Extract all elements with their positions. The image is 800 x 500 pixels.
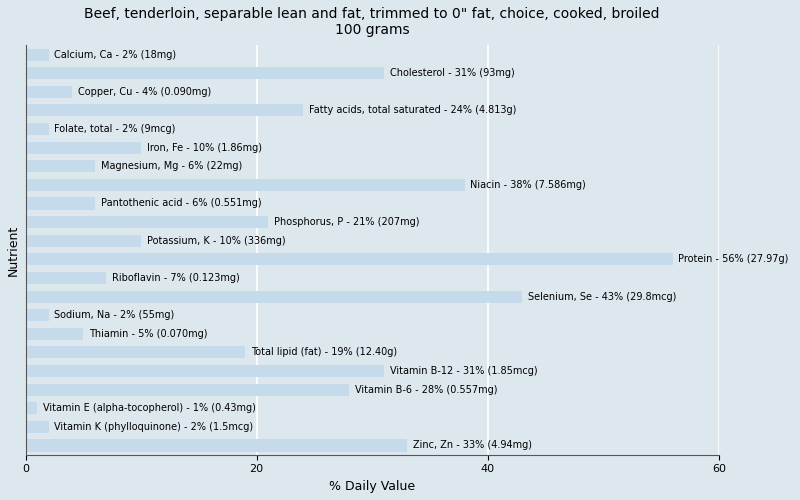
Text: Riboflavin - 7% (0.123mg): Riboflavin - 7% (0.123mg) xyxy=(112,273,240,283)
Text: Vitamin K (phylloquinone) - 2% (1.5mcg): Vitamin K (phylloquinone) - 2% (1.5mcg) xyxy=(54,422,254,432)
Text: Cholesterol - 31% (93mg): Cholesterol - 31% (93mg) xyxy=(390,68,514,78)
Text: Copper, Cu - 4% (0.090mg): Copper, Cu - 4% (0.090mg) xyxy=(78,87,210,97)
Y-axis label: Nutrient: Nutrient xyxy=(7,224,20,276)
Bar xyxy=(26,86,72,98)
Text: Magnesium, Mg - 6% (22mg): Magnesium, Mg - 6% (22mg) xyxy=(101,162,242,172)
Bar xyxy=(26,440,407,452)
Bar xyxy=(26,421,49,433)
Bar xyxy=(26,402,37,414)
Bar xyxy=(26,309,49,321)
Bar xyxy=(26,160,95,172)
X-axis label: % Daily Value: % Daily Value xyxy=(329,480,415,493)
Text: Zinc, Zn - 33% (4.94mg): Zinc, Zn - 33% (4.94mg) xyxy=(413,440,532,450)
Bar xyxy=(26,365,384,377)
Text: Calcium, Ca - 2% (18mg): Calcium, Ca - 2% (18mg) xyxy=(54,50,177,59)
Bar xyxy=(26,179,465,191)
Text: Sodium, Na - 2% (55mg): Sodium, Na - 2% (55mg) xyxy=(54,310,174,320)
Bar xyxy=(26,254,673,266)
Bar xyxy=(26,123,49,135)
Text: Selenium, Se - 43% (29.8mcg): Selenium, Se - 43% (29.8mcg) xyxy=(528,292,677,302)
Text: Vitamin B-12 - 31% (1.85mcg): Vitamin B-12 - 31% (1.85mcg) xyxy=(390,366,537,376)
Bar xyxy=(26,198,95,209)
Text: Thiamin - 5% (0.070mg): Thiamin - 5% (0.070mg) xyxy=(89,329,207,339)
Bar xyxy=(26,142,141,154)
Text: Niacin - 38% (7.586mg): Niacin - 38% (7.586mg) xyxy=(470,180,586,190)
Bar xyxy=(26,328,83,340)
Text: Pantothenic acid - 6% (0.551mg): Pantothenic acid - 6% (0.551mg) xyxy=(101,198,262,208)
Bar xyxy=(26,272,106,284)
Bar xyxy=(26,346,245,358)
Text: Total lipid (fat) - 19% (12.40g): Total lipid (fat) - 19% (12.40g) xyxy=(251,348,397,358)
Text: Vitamin E (alpha-tocopherol) - 1% (0.43mg): Vitamin E (alpha-tocopherol) - 1% (0.43m… xyxy=(43,403,256,413)
Bar xyxy=(26,290,522,302)
Bar xyxy=(26,384,349,396)
Text: Phosphorus, P - 21% (207mg): Phosphorus, P - 21% (207mg) xyxy=(274,217,419,227)
Text: Folate, total - 2% (9mcg): Folate, total - 2% (9mcg) xyxy=(54,124,176,134)
Bar xyxy=(26,216,268,228)
Text: Protein - 56% (27.97g): Protein - 56% (27.97g) xyxy=(678,254,789,264)
Text: Iron, Fe - 10% (1.86mg): Iron, Fe - 10% (1.86mg) xyxy=(147,142,262,152)
Title: Beef, tenderloin, separable lean and fat, trimmed to 0" fat, choice, cooked, bro: Beef, tenderloin, separable lean and fat… xyxy=(85,7,660,37)
Bar xyxy=(26,48,49,60)
Bar xyxy=(26,234,141,247)
Text: Potassium, K - 10% (336mg): Potassium, K - 10% (336mg) xyxy=(147,236,286,246)
Text: Vitamin B-6 - 28% (0.557mg): Vitamin B-6 - 28% (0.557mg) xyxy=(355,384,498,394)
Text: Fatty acids, total saturated - 24% (4.813g): Fatty acids, total saturated - 24% (4.81… xyxy=(309,106,516,116)
Bar xyxy=(26,104,303,117)
Bar xyxy=(26,67,384,79)
